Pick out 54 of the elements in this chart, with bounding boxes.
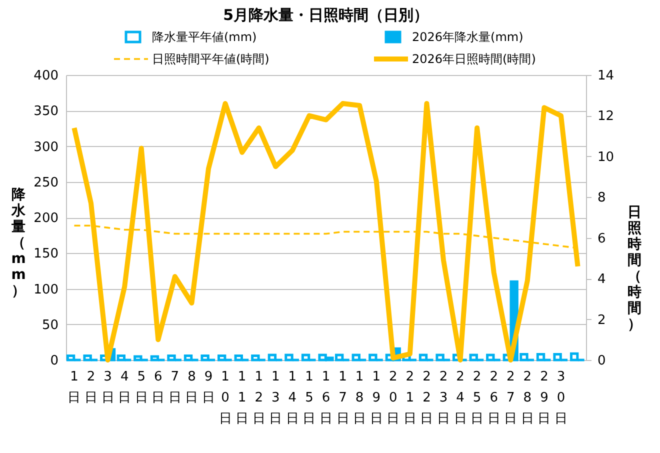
x-tick-label: 18日	[353, 370, 366, 426]
x-tick-label: 8日	[185, 370, 198, 406]
y-tick-label: 400	[34, 68, 58, 84]
x-tick-label: 14日	[286, 370, 299, 426]
y-tick-label: 250	[34, 175, 58, 190]
y2-tick-label: 14	[598, 68, 614, 84]
x-tick-label: 27日	[504, 370, 518, 426]
x-tick-label: 25日	[470, 370, 484, 426]
y2-tick-label: 4	[598, 272, 606, 288]
legend-label: 2026年日照時間(時間)	[412, 52, 536, 66]
x-tick-label: 29日	[538, 370, 551, 426]
y2-tick-label: 12	[598, 109, 614, 124]
x-tick-label: 12日	[252, 370, 266, 426]
x-tick-label: 21日	[403, 370, 416, 426]
chart-title: 5月降水量・日照時間（日別）	[223, 6, 429, 24]
y-tick-label: 200	[34, 211, 58, 226]
x-tick-label: 26日	[487, 370, 500, 426]
x-tick-label: 9日	[202, 370, 216, 406]
y-axis-title: 降水量（mm）	[10, 187, 26, 300]
x-tick-label: 19日	[370, 370, 383, 426]
x-tick-label: 15日	[302, 370, 316, 426]
x-tick-label: 30日	[554, 370, 568, 426]
y-tick-label: 300	[34, 140, 58, 155]
x-tick-label: 3日	[101, 370, 114, 406]
legend-label: 2026年降水量(mm)	[412, 30, 524, 44]
x-tick-label: 13日	[269, 370, 282, 426]
x-tick-label: 1日	[68, 370, 81, 406]
y-tick-label: 100	[34, 282, 58, 298]
x-tick-label: 16日	[320, 370, 332, 426]
x-tick-label: 11日	[236, 370, 249, 426]
x-tick-label: 5日	[134, 370, 148, 406]
y-tick-label: 350	[34, 104, 58, 120]
x-tick-label: 22日	[420, 370, 434, 426]
x-tick-label: 10日	[218, 370, 232, 426]
legend-label: 降水量平年値(mm)	[152, 30, 257, 44]
y2-axis-title: 日照時間（時間）	[628, 204, 642, 332]
y-tick-label: 50	[42, 318, 58, 333]
y2-tick-label: 8	[598, 190, 606, 206]
y2-tick-label: 0	[598, 354, 606, 368]
legend-label: 日照時間平年値(時間)	[152, 52, 270, 66]
y2-tick-label: 2	[598, 312, 606, 328]
x-tick-label: 4日	[118, 370, 132, 406]
x-tick-label: 23日	[436, 370, 450, 426]
x-tick-label: 6日	[152, 370, 165, 406]
y2-tick-label: 10	[598, 150, 614, 165]
y-tick-label: 150	[34, 246, 58, 262]
x-tick-label: 17日	[336, 370, 350, 426]
x-tick-label: 20日	[386, 370, 400, 426]
x-tick-label: 28日	[520, 370, 534, 426]
x-tick-label: 24日	[454, 370, 467, 426]
x-tick-label: 7日	[168, 370, 182, 406]
x-tick-label: 2日	[84, 370, 98, 406]
y2-tick-label: 6	[598, 231, 606, 246]
y-tick-label: 0	[50, 354, 58, 368]
